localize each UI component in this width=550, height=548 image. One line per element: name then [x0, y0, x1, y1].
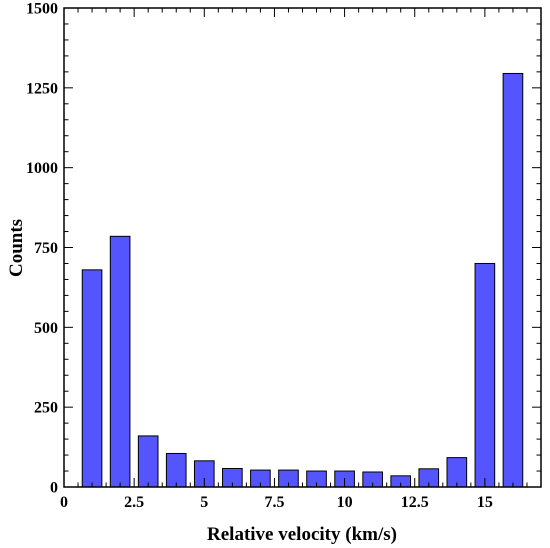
x-tick-label-4: 10 [337, 494, 353, 511]
ticks-group [63, 7, 542, 488]
bar-1 [109, 235, 131, 488]
x-tick-label-6: 15 [477, 494, 493, 511]
y-tick-label-4: 1000 [26, 160, 58, 177]
bar-15 [502, 72, 524, 488]
bars-group [81, 72, 524, 488]
y-tick-label-1: 250 [34, 400, 58, 417]
x-tick-label-3: 7.5 [264, 494, 284, 511]
y-tick-label-2: 500 [34, 320, 58, 337]
x-tick-labels: 0 2.5 5 7.5 10 12.5 15 [60, 494, 493, 511]
bar-3 [165, 452, 187, 488]
x-axis-label: Relative velocity (km/s) [207, 524, 397, 545]
y-tick-label-3: 750 [34, 240, 58, 257]
y-axis-label: Counts [6, 219, 27, 277]
y-tick-label-0: 0 [50, 480, 58, 497]
y-tick-labels: 0 250 500 750 1000 1250 1500 [26, 1, 58, 497]
plot-frame [63, 7, 542, 488]
y-tick-label-5: 1250 [26, 80, 58, 97]
bar-14 [474, 262, 496, 488]
bar-0 [81, 269, 103, 488]
x-tick-label-2: 5 [200, 494, 208, 511]
x-tick-label-5: 12.5 [401, 494, 429, 511]
x-tick-label-1: 2.5 [124, 494, 144, 511]
x-tick-label-0: 0 [60, 494, 68, 511]
bar-2 [137, 435, 159, 488]
y-tick-label-6: 1500 [26, 1, 58, 18]
